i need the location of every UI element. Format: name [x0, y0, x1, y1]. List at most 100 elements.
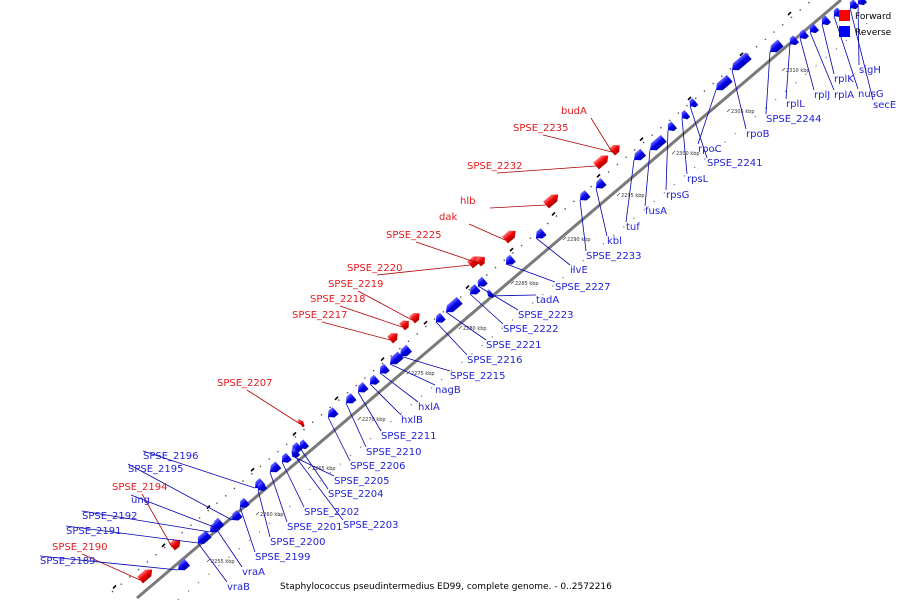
gene-hlb-label[interactable]: hlb	[460, 196, 475, 207]
gene-arrow[interactable]	[797, 29, 810, 41]
gene-spse-2199-label[interactable]: SPSE_2199	[255, 552, 311, 563]
gene-spse-2189-feature[interactable]	[175, 558, 191, 574]
gene-arrow[interactable]	[593, 152, 611, 170]
gene-spse-2241-label[interactable]: SPSE_2241	[707, 158, 763, 169]
gene-spse-2194-label[interactable]: SPSE_2194	[112, 482, 168, 493]
gene-rplj-feature[interactable]	[797, 29, 810, 41]
gene-rpsl-label[interactable]: rpsL	[687, 174, 709, 185]
gene-ilve-label[interactable]: ilvE	[570, 265, 588, 276]
gene-arrow[interactable]	[503, 254, 516, 268]
gene-spse-2206-feature[interactable]	[325, 407, 339, 420]
gene-spse-2204-feature[interactable]	[297, 439, 310, 451]
gene-spse-2225-label[interactable]: SPSE_2225	[386, 230, 442, 241]
gene-arrow[interactable]	[467, 284, 481, 297]
gene-spse-2205-feature[interactable]	[289, 448, 301, 459]
gene-rplk-feature[interactable]	[819, 15, 832, 27]
gene-arrow[interactable]	[169, 536, 183, 551]
gene-rpla-feature[interactable]	[807, 23, 820, 35]
gene-spse-2190-label[interactable]: SPSE_2190	[52, 542, 108, 553]
gene-rplj-label[interactable]: rplJ	[814, 90, 830, 101]
gene-arrow[interactable]	[297, 418, 306, 428]
gene-arrow[interactable]	[729, 52, 752, 73]
gene-arrow[interactable]	[687, 98, 699, 109]
gene-arrow[interactable]	[409, 310, 422, 324]
gene-arrow[interactable]	[279, 452, 292, 466]
gene-arrow[interactable]	[355, 382, 369, 395]
gene-arrow[interactable]	[289, 448, 301, 459]
gene-rpsl-feature[interactable]	[679, 110, 691, 121]
gene-arrow[interactable]	[377, 363, 390, 377]
gene-spse-2223-label[interactable]: SPSE_2223	[518, 310, 574, 321]
gene-spse-2190-feature[interactable]	[137, 566, 155, 584]
gene-spse-2220-label[interactable]: SPSE_2220	[347, 263, 403, 274]
gene-spse-2227-feature[interactable]	[503, 254, 516, 268]
gene-spse-2200-feature[interactable]	[255, 481, 268, 493]
gene-spse-2221-feature[interactable]	[443, 296, 463, 316]
gene-spse-2194-feature[interactable]	[169, 536, 183, 551]
gene-arrow[interactable]	[195, 534, 208, 546]
gene-arrow[interactable]	[397, 344, 413, 360]
gene-spse-2235-label[interactable]: SPSE_2235	[513, 123, 569, 134]
gene-spse-2215-feature[interactable]	[397, 344, 413, 360]
gene-spse-2206-label[interactable]: SPSE_2206	[350, 461, 406, 472]
gene-rplk-label[interactable]: rplK	[834, 74, 854, 85]
gene-sigh-feature[interactable]	[855, 0, 868, 7]
gene-spse-2227-label[interactable]: SPSE_2227	[555, 282, 611, 293]
gene-arrow[interactable]	[175, 558, 191, 574]
gene-spse-2211-feature[interactable]	[355, 382, 369, 395]
gene-kbl-label[interactable]: kbl	[607, 236, 622, 247]
gene-spse-2200-label[interactable]: SPSE_2200	[270, 537, 326, 548]
gene-arrow[interactable]	[433, 312, 446, 326]
gene-rpll-feature[interactable]	[787, 35, 800, 47]
gene-arrow[interactable]	[577, 190, 591, 203]
gene-arrow[interactable]	[679, 110, 691, 121]
gene-vrab-feature[interactable]	[195, 534, 208, 546]
gene-tuf-label[interactable]: tuf	[626, 222, 640, 233]
gene-spse-2221-label[interactable]: SPSE_2221	[486, 340, 542, 351]
gene-spse-2202-label[interactable]: SPSE_2202	[304, 507, 360, 518]
gene-spse-2210-label[interactable]: SPSE_2210	[366, 447, 422, 458]
gene-sigh-label[interactable]: sigH	[859, 65, 881, 76]
gene-arrow[interactable]	[367, 374, 380, 388]
gene-arrow[interactable]	[255, 481, 268, 493]
gene-spse-2219-label[interactable]: SPSE_2219	[328, 279, 384, 290]
gene-arrow[interactable]	[609, 142, 622, 156]
gene-tuf-feature[interactable]	[631, 148, 647, 164]
gene-hxlb-label[interactable]: hxlB	[401, 415, 423, 426]
gene-spse-2210-feature[interactable]	[343, 393, 357, 406]
gene-arrow[interactable]	[267, 461, 282, 475]
gene-hxlb-feature[interactable]	[367, 374, 380, 388]
gene-ung-label[interactable]: ung	[131, 495, 150, 506]
gene-spse-2211-label[interactable]: SPSE_2211	[381, 431, 437, 442]
gene-spse-2191-label[interactable]: SPSE_2191	[66, 526, 122, 537]
gene-rpoc-label[interactable]: rpoC	[698, 144, 722, 155]
gene-spse-2233-label[interactable]: SPSE_2233	[586, 251, 642, 262]
gene-spse-2199-feature[interactable]	[237, 497, 250, 511]
gene-vrab-label[interactable]: vraB	[227, 582, 250, 593]
gene-arrow[interactable]	[593, 178, 607, 191]
gene-arrow[interactable]	[343, 393, 357, 406]
gene-hxla-label[interactable]: hxlA	[418, 402, 440, 413]
gene-sece-feature[interactable]	[847, 0, 860, 11]
gene-ilve-feature[interactable]	[533, 228, 547, 241]
gene-nusg-label[interactable]: nusG	[858, 89, 884, 100]
gene-spse-2233-feature[interactable]	[577, 190, 591, 203]
gene-vraa-feature[interactable]	[212, 518, 225, 530]
gene-spse-2207-feature[interactable]	[297, 418, 306, 428]
gene-spse-2217-feature[interactable]	[387, 330, 400, 344]
gene-spse-2205-label[interactable]: SPSE_2205	[334, 476, 390, 487]
gene-spse-2195-feature[interactable]	[229, 510, 243, 523]
gene-arrow[interactable]	[237, 497, 250, 511]
gene-spse-2217-label[interactable]: SPSE_2217	[292, 310, 348, 321]
gene-spse-2216-label[interactable]: SPSE_2216	[467, 355, 523, 366]
gene-arrow[interactable]	[819, 15, 832, 27]
gene-vraa-label[interactable]: vraA	[242, 567, 265, 578]
gene-arrow[interactable]	[767, 39, 784, 56]
gene-dak-feature[interactable]	[502, 228, 518, 244]
gene-arrow[interactable]	[855, 0, 868, 7]
gene-arrow[interactable]	[229, 510, 243, 523]
gene-rpob-feature[interactable]	[729, 52, 752, 73]
gene-spse-2222-label[interactable]: SPSE_2222	[503, 324, 559, 335]
gene-arrow[interactable]	[475, 254, 488, 267]
gene-hxla-feature[interactable]	[377, 363, 390, 377]
